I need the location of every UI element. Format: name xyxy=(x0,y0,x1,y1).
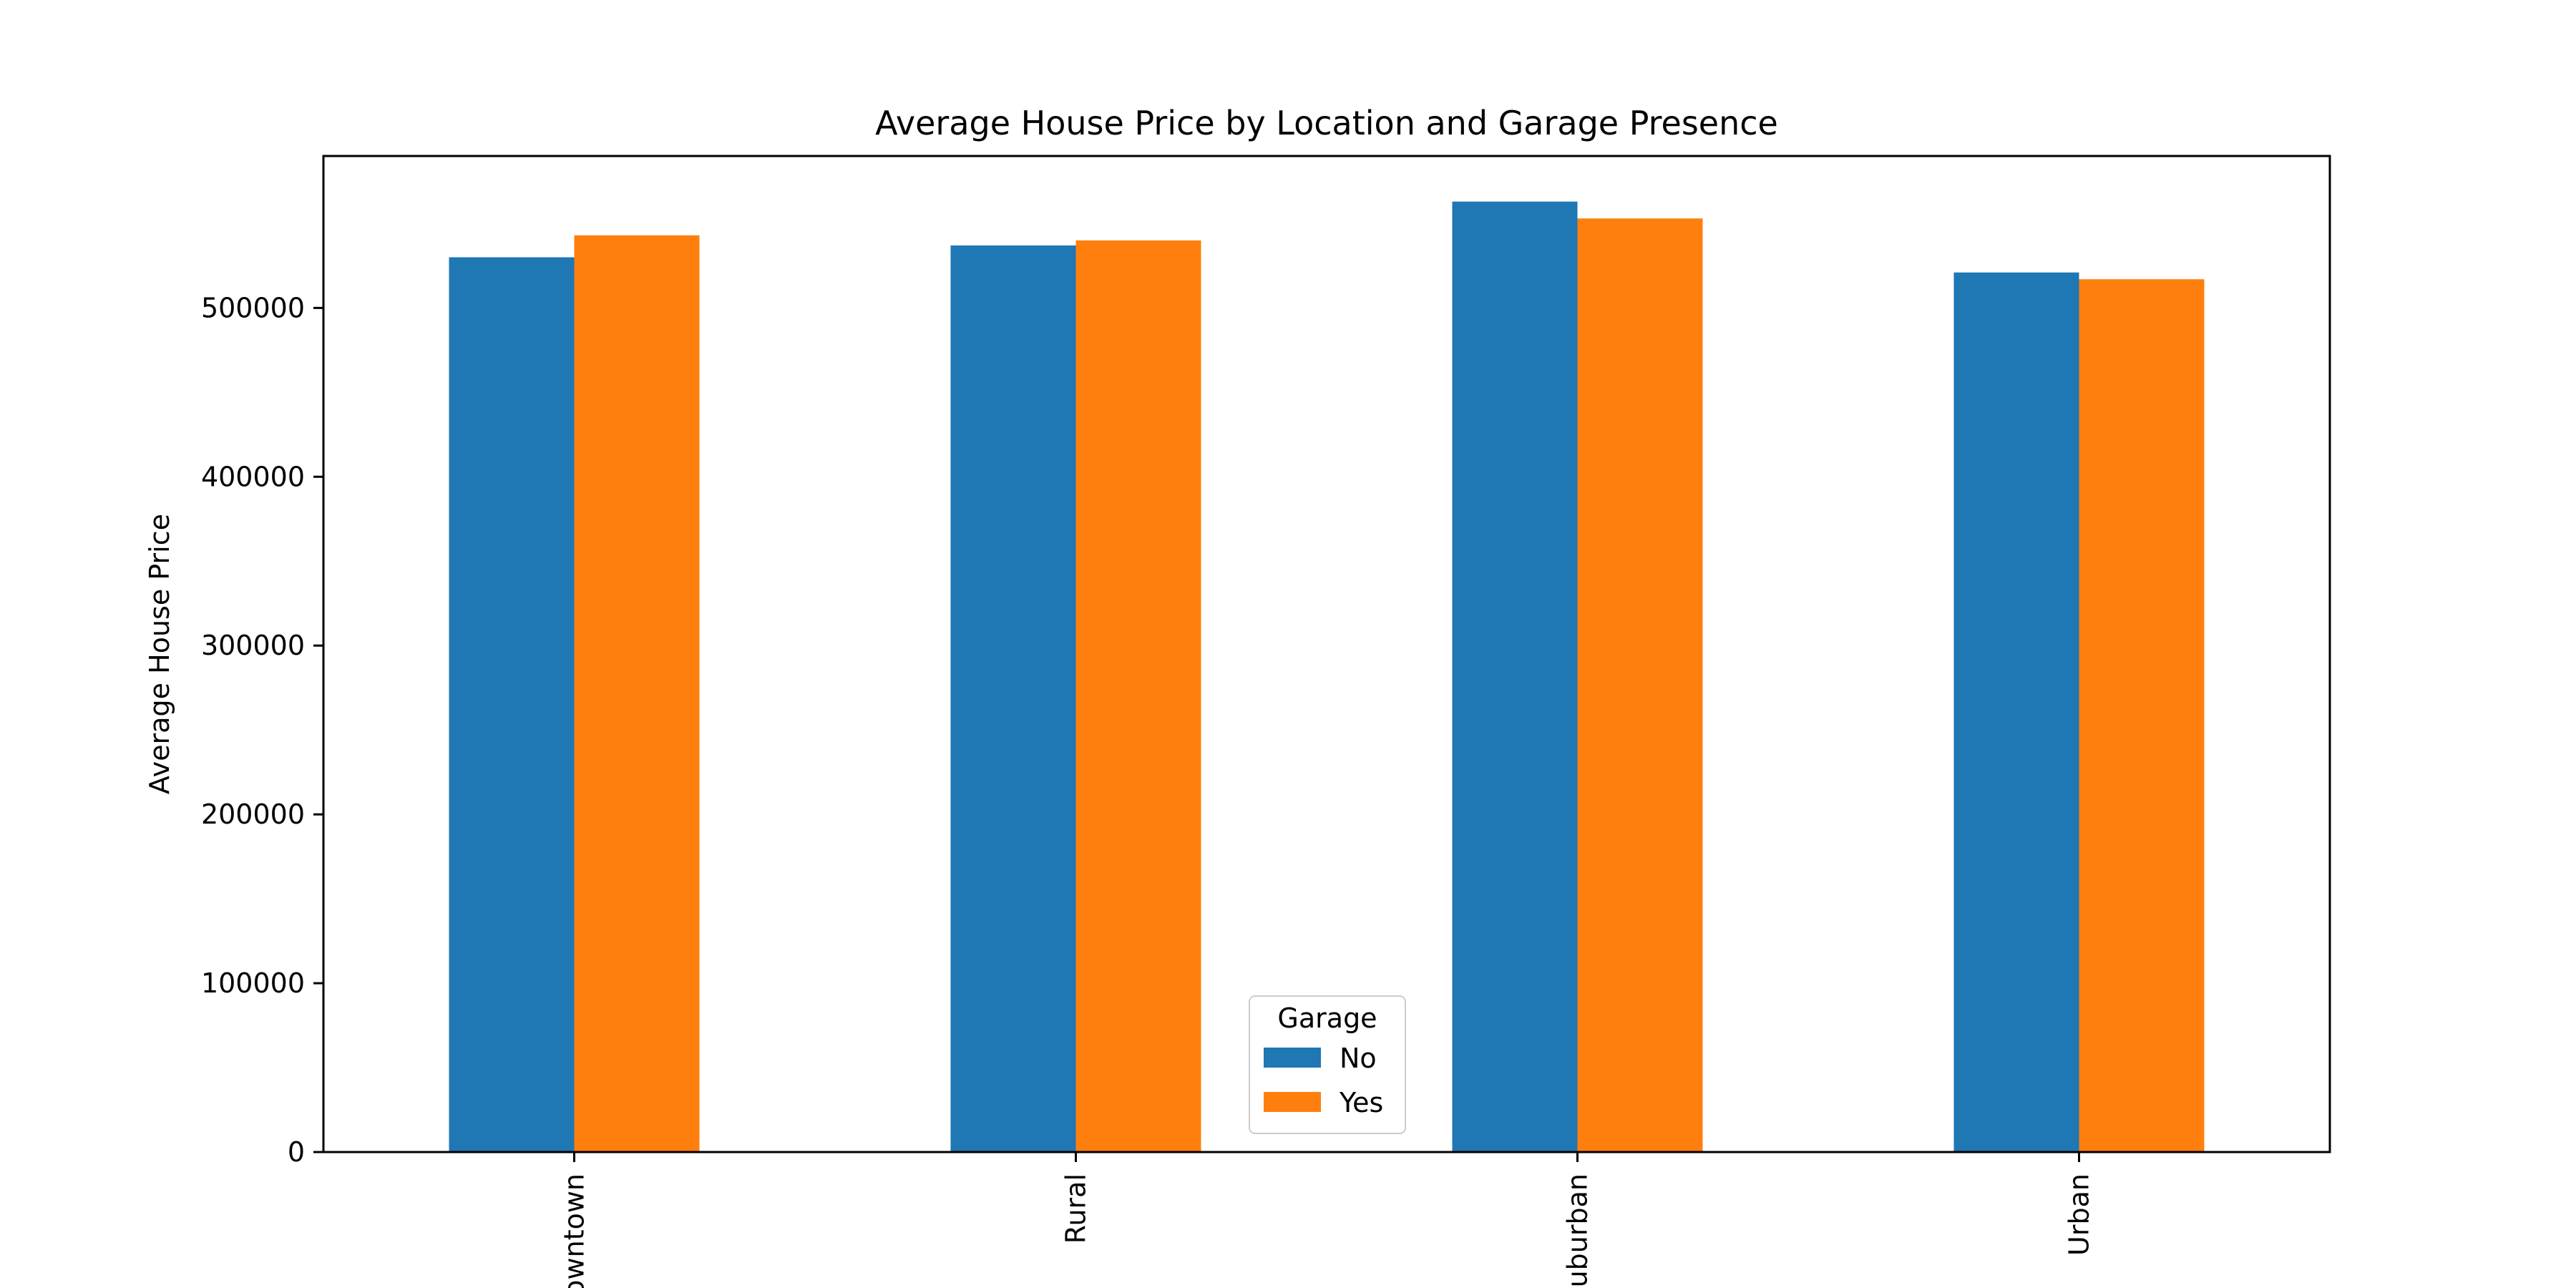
legend-label-yes: Yes xyxy=(1339,1087,1383,1118)
bar-downtown-yes xyxy=(574,235,700,1152)
y-tick-label: 400000 xyxy=(201,461,305,492)
legend-entries: No Yes xyxy=(1264,1043,1383,1118)
y-tick-label: 200000 xyxy=(201,799,305,830)
legend-title: Garage xyxy=(1277,1002,1377,1034)
y-tick-label: 500000 xyxy=(201,292,305,323)
x-tick-label: Downtown xyxy=(559,1174,590,1288)
y-tick-label: 300000 xyxy=(201,630,305,661)
bar-downtown-no xyxy=(449,257,575,1152)
bars-layer xyxy=(449,201,2205,1153)
y-tick-label: 0 xyxy=(288,1136,305,1168)
bar-suburban-no xyxy=(1452,201,1578,1153)
y-axis: 0 100000 200000 300000 400000 500000 xyxy=(201,292,323,1168)
y-axis-label: Average House Price xyxy=(144,514,175,794)
chart-title: Average House Price by Location and Gara… xyxy=(875,104,1778,142)
plot-frame xyxy=(322,155,2331,1153)
legend: Garage No Yes xyxy=(1249,995,1406,1134)
bar-rural-yes xyxy=(1075,240,1201,1153)
bar-rural-no xyxy=(950,245,1076,1152)
x-tick-label: Rural xyxy=(1060,1174,1092,1244)
x-tick-label: Suburban xyxy=(1562,1174,1594,1288)
legend-swatch-yes xyxy=(1264,1092,1321,1112)
y-tick-label: 100000 xyxy=(201,967,305,999)
legend-label-no: No xyxy=(1340,1043,1377,1074)
x-axis: Downtown Rural Suburban Urban xyxy=(559,1152,2095,1288)
x-tick-label: Urban xyxy=(2064,1174,2095,1256)
bar-urban-no xyxy=(1953,272,2079,1152)
bar-urban-yes xyxy=(2079,279,2205,1153)
bar-suburban-yes xyxy=(1577,218,1703,1152)
legend-swatch-no xyxy=(1264,1048,1321,1068)
